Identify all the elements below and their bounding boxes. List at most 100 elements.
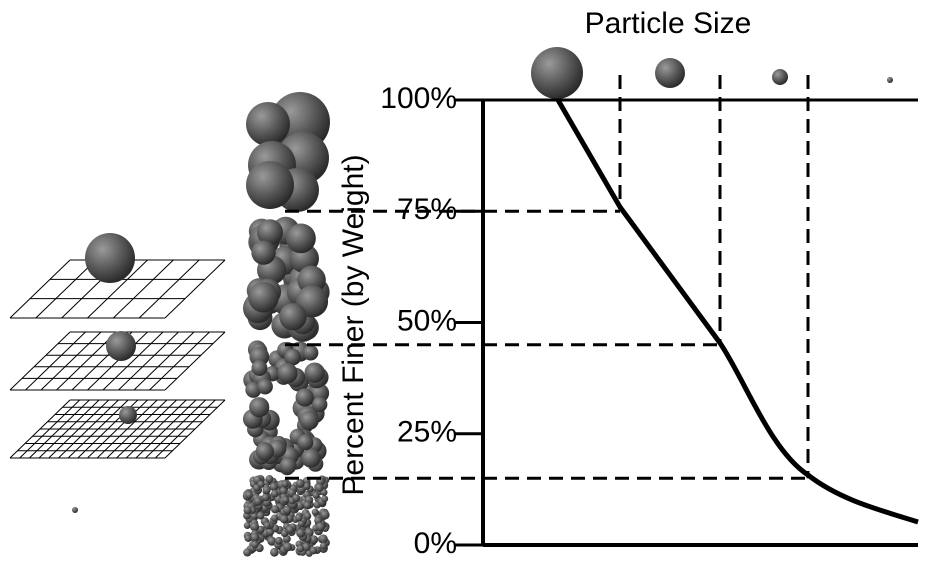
particle (243, 506, 252, 515)
chart: 0% 25% 50% 75% 100% (285, 75, 918, 560)
particle (304, 362, 325, 383)
particle (274, 536, 283, 545)
particle (283, 542, 293, 552)
sieve-wire (35, 259, 97, 319)
particle (311, 396, 328, 413)
particle (269, 482, 279, 492)
gradation-curve (555, 98, 919, 525)
particle (279, 303, 307, 331)
particle (297, 434, 314, 451)
particle (309, 383, 330, 403)
particle (280, 529, 289, 538)
particle (251, 240, 276, 265)
particle (295, 514, 303, 522)
particle (270, 547, 279, 557)
y-tick-label: 75% (397, 193, 457, 226)
particle (315, 522, 326, 532)
particle (320, 510, 330, 520)
particle (251, 540, 259, 549)
particle (303, 501, 312, 510)
particle (315, 483, 324, 493)
particle (262, 486, 271, 495)
y-tick-label: 25% (397, 416, 457, 449)
particle (249, 522, 260, 532)
y-tick-label: 50% (397, 304, 457, 337)
particle (106, 331, 136, 361)
sieve-wire (40, 331, 102, 391)
particle (249, 397, 270, 418)
particle (309, 535, 319, 544)
sieve-wire (164, 259, 226, 319)
particle (250, 532, 260, 542)
particle (119, 406, 137, 424)
particle (303, 512, 312, 520)
sieve-wire (149, 331, 210, 391)
sieve-wire (102, 331, 164, 391)
particle (286, 223, 316, 254)
particle (301, 448, 321, 468)
particle (284, 348, 302, 366)
particle (309, 546, 318, 555)
particle (267, 536, 277, 546)
sieve-wire (87, 331, 148, 391)
y-tick-label: 100% (380, 82, 457, 115)
particle (282, 505, 292, 515)
particle (282, 496, 289, 504)
particle (531, 47, 583, 99)
particle (244, 534, 252, 542)
title: Particle Size (585, 7, 752, 40)
particle (246, 161, 294, 209)
particle (299, 410, 319, 431)
particle (251, 359, 268, 376)
particle (319, 542, 328, 550)
particle (292, 494, 301, 503)
particle (245, 491, 253, 499)
particle (270, 489, 279, 498)
particle (253, 484, 261, 492)
sieve-wire (9, 331, 71, 391)
sieve-wire (164, 331, 226, 391)
sieve-wire (25, 331, 86, 391)
particle (302, 542, 311, 552)
particle (302, 482, 311, 490)
particle (250, 512, 258, 520)
y-tick-label: 0% (414, 527, 457, 560)
particle (279, 486, 288, 495)
particle (277, 362, 298, 384)
sieve-wire (133, 331, 195, 391)
particle (85, 233, 135, 283)
sieve-wire (56, 331, 117, 391)
particle (266, 527, 275, 536)
sieve-wire (112, 259, 174, 319)
illustration (9, 47, 893, 557)
particle (655, 58, 685, 88)
sieve-wire (138, 259, 200, 319)
particle (321, 495, 329, 503)
particle (279, 457, 297, 475)
particle (249, 346, 270, 367)
particle (248, 281, 279, 313)
particle (243, 548, 252, 557)
particle (261, 493, 270, 502)
particle (887, 77, 893, 83)
particle (253, 497, 263, 506)
particle (296, 528, 306, 538)
particle (72, 507, 78, 513)
particle (295, 479, 305, 488)
particle (281, 480, 289, 488)
particle (295, 388, 314, 407)
particle (318, 534, 328, 544)
particle (296, 545, 305, 553)
particle (246, 102, 290, 146)
particle (270, 514, 279, 522)
particle (263, 521, 271, 530)
particle (270, 505, 280, 514)
particle (256, 219, 284, 246)
particle (255, 442, 274, 461)
particle (243, 521, 251, 529)
sieve-wire (9, 259, 71, 319)
y-axis-label: Percent Finer (by Weight) (337, 154, 370, 495)
particle (265, 475, 274, 483)
particle (256, 511, 265, 520)
sieve (9, 399, 226, 459)
